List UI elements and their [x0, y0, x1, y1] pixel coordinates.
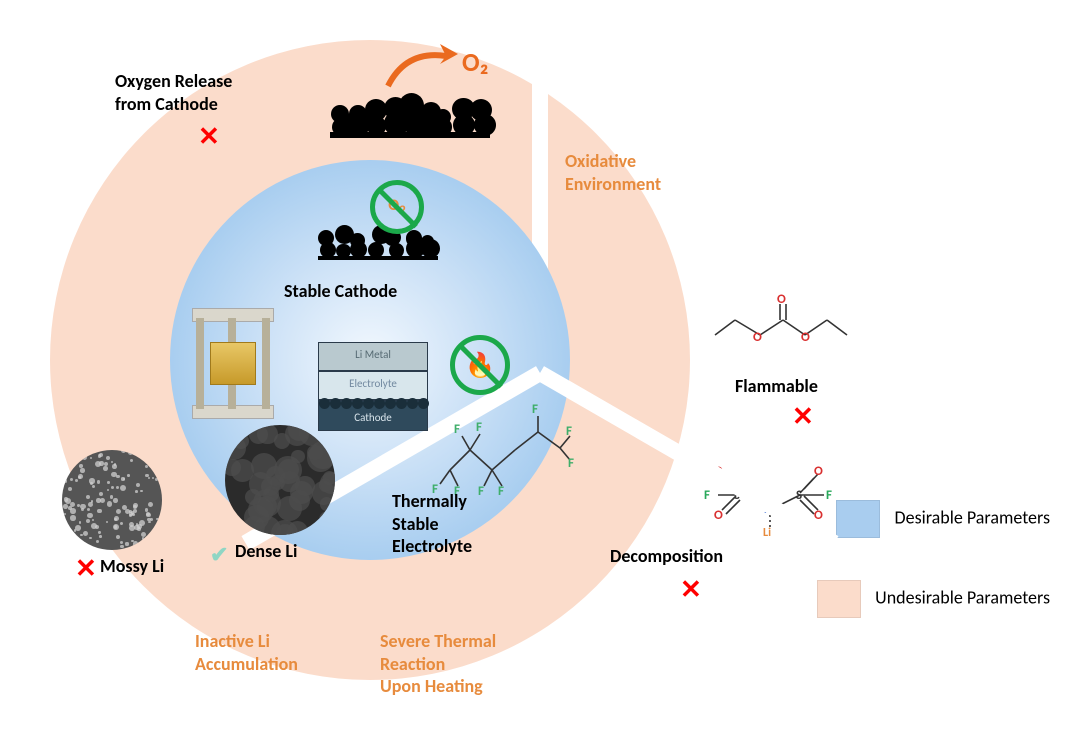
no-flame-icon: 🔥 [450, 335, 510, 395]
x-icon: ✕ [680, 573, 702, 605]
cell-layer-li: Li Metal [318, 342, 428, 371]
oxygen-release-label: Oxygen Releasefrom Cathode [115, 70, 232, 115]
x-icon: ✕ [792, 400, 814, 432]
mossy-li-label: Mossy Li [100, 555, 164, 578]
stable-cathode-label: Stable Cathode [284, 280, 397, 303]
fluoro-molecule-icon: FF FF FF FF F [430, 400, 580, 500]
legend-undesirable: Undesirable Parameters [817, 580, 1050, 618]
oxidative-env-label: OxidativeEnvironment [565, 150, 661, 195]
diagram-root: O₂ Oxygen Releasefrom Cathode ✕ Oxidativ… [0, 0, 1080, 729]
thermally-stable-label: ThermallyStableElectrolyte [392, 490, 472, 558]
dense-li-image [225, 425, 335, 535]
check-icon: ✔ [210, 541, 228, 568]
carbonate-molecule-icon: O O O [705, 300, 855, 375]
o2-label: O₂ [462, 46, 488, 78]
cell-layer-cathode: Cathode [318, 400, 428, 431]
swatch-desirable [836, 500, 880, 538]
no-o2-icon: O2 [370, 180, 424, 234]
flammable-label: Flammable [735, 375, 818, 398]
swatch-undesirable [817, 580, 861, 618]
decomposition-label: Decomposition [610, 545, 723, 568]
cathode-particles-inner [318, 225, 438, 260]
arc-device-icon [188, 306, 278, 421]
x-icon: ✕ [75, 552, 97, 584]
mossy-li-image [62, 450, 162, 550]
legend-desirable: Desirable Parameters [836, 500, 1050, 538]
thermal-reaction-label: Severe ThermalReactionUpon Heating [380, 630, 496, 698]
cell-layer-electrolyte: Electrolyte [318, 371, 428, 400]
inactive-li-label: Inactive LiAccumulation [195, 630, 298, 675]
dense-li-label: Dense Li [235, 540, 297, 563]
x-icon: ✕ [198, 120, 220, 152]
cell-stack-icon: Li Metal Electrolyte Cathode [318, 342, 428, 431]
